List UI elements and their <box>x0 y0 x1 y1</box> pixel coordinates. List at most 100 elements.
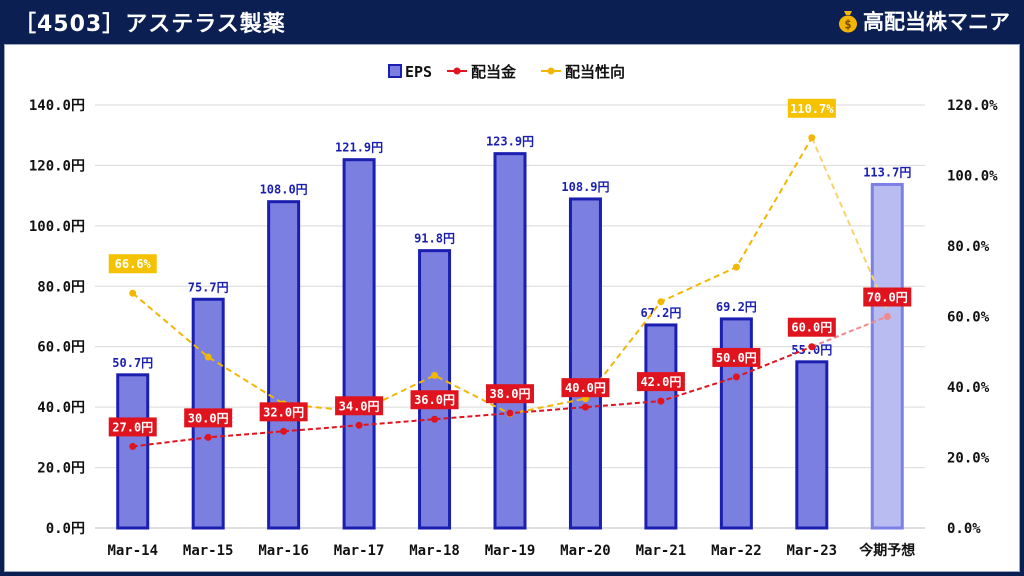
right-axis-tick-label: 80.0% <box>947 239 990 255</box>
svg-text:$: $ <box>844 18 851 32</box>
dividend-point <box>280 427 288 435</box>
left-axis-tick-label: 0.0円 <box>46 521 85 537</box>
payout-label-box <box>787 98 836 118</box>
eps-data-label: 123.9円 <box>486 135 534 149</box>
eps-data-label: 69.2円 <box>716 300 757 314</box>
eps-dividend-chart: 0.0円 20.0円 40.0円 60.0円 80.0円 100.0円 120.0円 140.… <box>29 63 998 559</box>
eps-data-label: 108.0円 <box>260 183 308 197</box>
dividend-point <box>883 313 891 320</box>
x-axis-tick-label: Mar-20 <box>560 543 611 559</box>
dividend-label-box <box>486 384 534 404</box>
dividend-data-label: 27.0円 <box>112 420 153 434</box>
legend-dividend-label: 配当金 <box>471 63 517 81</box>
dividend-label-box <box>108 417 157 437</box>
right-axis-tick-label: 120.0% <box>947 98 998 114</box>
dividend-point <box>129 442 137 450</box>
eps-data-label: 91.8円 <box>414 232 455 246</box>
dividend-point <box>808 343 816 351</box>
right-axis-tick-label: 60.0% <box>947 310 990 326</box>
legend-dividend-swatch-dot <box>453 67 461 75</box>
dividend-label-box <box>636 372 685 392</box>
money-bag-icon: $ <box>837 9 859 33</box>
dividend-point <box>581 403 589 411</box>
dividend-data-label: 38.0円 <box>490 387 531 401</box>
payout-ratio-point <box>808 134 816 142</box>
payout-ratio-point <box>204 353 212 361</box>
dividend-data-label: 30.0円 <box>188 411 229 425</box>
x-axis-tick-label: Mar-17 <box>334 543 385 559</box>
payout-data-label: 66.6% <box>115 257 152 271</box>
x-axis-tick-label: Mar-23 <box>787 543 838 559</box>
dividend-label-box <box>259 402 308 422</box>
eps-bar <box>418 249 452 530</box>
dividend-label-box <box>335 396 384 416</box>
dividend-point <box>732 373 740 381</box>
payout-label-box <box>108 254 157 274</box>
dividend-data-label: 36.0円 <box>414 393 455 407</box>
left-axis-tick-label: 100.0円 <box>29 219 85 235</box>
payout-data-label: 110.7% <box>790 102 834 116</box>
x-axis-tick-label: Mar-18 <box>409 543 460 559</box>
dividend-point <box>355 421 363 429</box>
dividend-data-label: 34.0円 <box>339 399 380 413</box>
legend-payout-label: 配当性向 <box>565 63 625 81</box>
eps-bar <box>267 200 301 530</box>
x-axis-tick-label: Mar-16 <box>258 543 309 559</box>
x-axis-tick-label: Mar-21 <box>636 543 687 559</box>
dividend-data-label: 42.0円 <box>640 375 681 389</box>
dividend-point <box>431 415 439 423</box>
right-axis-tick-label: 0.0% <box>947 521 981 537</box>
eps-data-label: 121.9円 <box>335 141 383 155</box>
left-axis-tick-label: 20.0円 <box>37 461 85 477</box>
eps-bar <box>795 360 829 530</box>
eps-bar <box>568 197 602 530</box>
x-axis-tick-label: Mar-14 <box>107 543 158 559</box>
eps-bar <box>116 373 150 530</box>
eps-bar <box>644 323 678 530</box>
legend-eps-swatch <box>388 64 402 78</box>
payout-ratio-point <box>431 371 439 379</box>
dividend-forecast-line <box>811 315 888 348</box>
dividend-data-label: 32.0円 <box>263 405 304 419</box>
eps-bar <box>870 182 904 530</box>
dividend-point <box>204 433 212 441</box>
header-bar: ［4503］アステラス製薬 $ 高配当株マニア <box>0 0 1024 40</box>
brand-name: 高配当株マニア <box>863 10 1010 34</box>
left-axis-tick-label: 60.0円 <box>37 340 85 356</box>
eps-data-label: 75.7円 <box>188 280 229 294</box>
x-axis-tick-label: Mar-19 <box>485 543 536 559</box>
legend-eps-label: EPS <box>405 63 432 81</box>
eps-data-label: 50.7円 <box>112 356 153 370</box>
payout-ratio-forecast-line <box>810 137 889 312</box>
left-axis-tick-label: 120.0円 <box>29 158 85 174</box>
dividend-label-box <box>787 317 836 337</box>
payout-ratio-point <box>732 263 740 271</box>
x-axis-tick-label: Mar-22 <box>711 543 762 559</box>
payout-ratio-point <box>129 289 137 297</box>
right-axis-tick-label: 40.0% <box>947 380 990 396</box>
eps-bar <box>493 152 527 530</box>
dividend-point <box>506 409 514 417</box>
dividend-label-box <box>561 378 610 398</box>
dividend-label-box <box>863 287 912 307</box>
chart-panel: 0.0円 20.0円 40.0円 60.0円 80.0円 100.0円 120.0円 140.… <box>4 44 1020 572</box>
dividend-data-label: 60.0円 <box>791 321 832 335</box>
left-axis-tick-label: 80.0円 <box>37 279 85 295</box>
dividend-label-box <box>410 390 459 410</box>
dividend-label-box <box>712 347 761 367</box>
brand-logo: $ 高配当株マニア <box>837 6 1010 36</box>
right-axis-tick-label: 20.0% <box>947 451 990 467</box>
eps-bar <box>342 158 376 530</box>
eps-data-label: 113.7円 <box>863 165 911 179</box>
page-title: ［4503］アステラス製薬 <box>14 12 286 37</box>
payout-ratio-point <box>657 298 665 306</box>
dividend-label-box <box>184 408 233 428</box>
eps-data-label: 108.9円 <box>561 180 609 194</box>
dividend-point <box>657 397 665 405</box>
eps-data-label: 67.2円 <box>640 306 681 320</box>
x-axis-tick-label: 今期予想 <box>858 542 915 559</box>
dividend-data-label: 70.0円 <box>867 291 908 305</box>
left-axis-tick-label: 140.0円 <box>29 98 85 114</box>
legend-payout-swatch-dot <box>547 67 555 75</box>
payout-ratio-line <box>132 137 813 415</box>
